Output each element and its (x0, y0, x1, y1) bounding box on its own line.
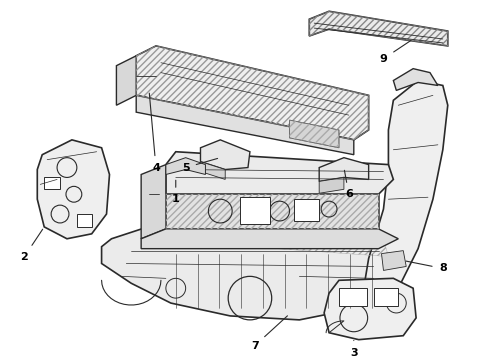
Polygon shape (364, 81, 448, 298)
Text: 5: 5 (182, 158, 218, 172)
Polygon shape (37, 140, 109, 239)
Polygon shape (294, 199, 319, 221)
Text: 7: 7 (251, 316, 288, 351)
Text: 1: 1 (172, 180, 180, 204)
Text: 8: 8 (406, 261, 447, 274)
Polygon shape (240, 197, 270, 224)
Text: 9: 9 (380, 41, 411, 64)
Text: 3: 3 (350, 341, 358, 357)
Polygon shape (324, 278, 416, 339)
Polygon shape (200, 162, 225, 179)
Polygon shape (309, 11, 448, 46)
Polygon shape (136, 46, 368, 140)
Polygon shape (77, 214, 92, 227)
Polygon shape (141, 165, 166, 239)
Polygon shape (393, 69, 438, 90)
Polygon shape (117, 56, 136, 105)
Polygon shape (136, 95, 354, 155)
Text: 2: 2 (21, 229, 43, 262)
Polygon shape (319, 158, 368, 181)
Polygon shape (339, 288, 367, 306)
Polygon shape (141, 229, 398, 249)
Polygon shape (382, 251, 406, 270)
Polygon shape (373, 288, 398, 306)
Text: 4: 4 (149, 93, 160, 172)
Polygon shape (166, 152, 393, 194)
Polygon shape (101, 221, 398, 320)
Polygon shape (319, 177, 344, 193)
Text: 6: 6 (344, 170, 353, 199)
Polygon shape (44, 177, 60, 189)
Polygon shape (200, 140, 250, 170)
Polygon shape (166, 158, 205, 175)
Polygon shape (290, 120, 339, 148)
Polygon shape (166, 194, 379, 229)
